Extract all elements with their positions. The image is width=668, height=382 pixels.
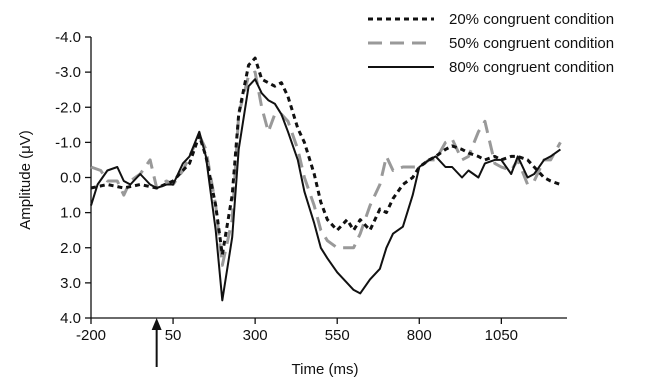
- series-line-solid: [91, 79, 560, 300]
- legend-item-20: 20% congruent condition: [368, 11, 614, 28]
- series-line-dotted: [91, 58, 560, 255]
- y-tick-label: -4.0: [55, 29, 81, 46]
- y-tick-label: 3.0: [60, 275, 81, 292]
- onset-arrow-head: [152, 318, 162, 330]
- axes: [91, 37, 567, 318]
- y-tick-label: -1.0: [55, 134, 81, 151]
- legend: 20% congruent condition 50% congruent co…: [368, 11, 614, 76]
- y-tick-label: 2.0: [60, 240, 81, 257]
- x-tick-label: 800: [407, 327, 432, 344]
- x-tick-label: -200: [76, 327, 106, 344]
- series-layer: [91, 58, 560, 300]
- x-tick-label: 300: [243, 327, 268, 344]
- legend-item-50: 50% congruent condition: [368, 35, 614, 52]
- y-tick-label: -2.0: [55, 99, 81, 116]
- x-tick-label: 550: [325, 327, 350, 344]
- y-tick-label: 4.0: [60, 310, 81, 327]
- y-tick-label: 0.0: [60, 170, 81, 187]
- stimulus-onset-arrow: [152, 318, 162, 367]
- legend-label-20: 20% congruent condition: [449, 11, 614, 28]
- y-tick-label: -3.0: [55, 64, 81, 81]
- y-ticks: -4.0 -3.0 -2.0 -1.0 0.0 1.0 2.0 3.0 4.0: [55, 29, 91, 327]
- series-line-dashed: [91, 72, 560, 265]
- y-axis-title: Amplitude (μV): [17, 130, 34, 230]
- legend-item-80: 80% congruent condition: [368, 59, 614, 76]
- x-tick-label: 50: [165, 327, 182, 344]
- legend-label-80: 80% congruent condition: [449, 59, 614, 76]
- x-axis-title: Time (ms): [292, 361, 359, 378]
- legend-label-50: 50% congruent condition: [449, 35, 614, 52]
- y-tick-label: 1.0: [60, 205, 81, 222]
- x-tick-label: 1050: [485, 327, 518, 344]
- x-ticks: -200 50 300 550 800 1050: [76, 318, 518, 344]
